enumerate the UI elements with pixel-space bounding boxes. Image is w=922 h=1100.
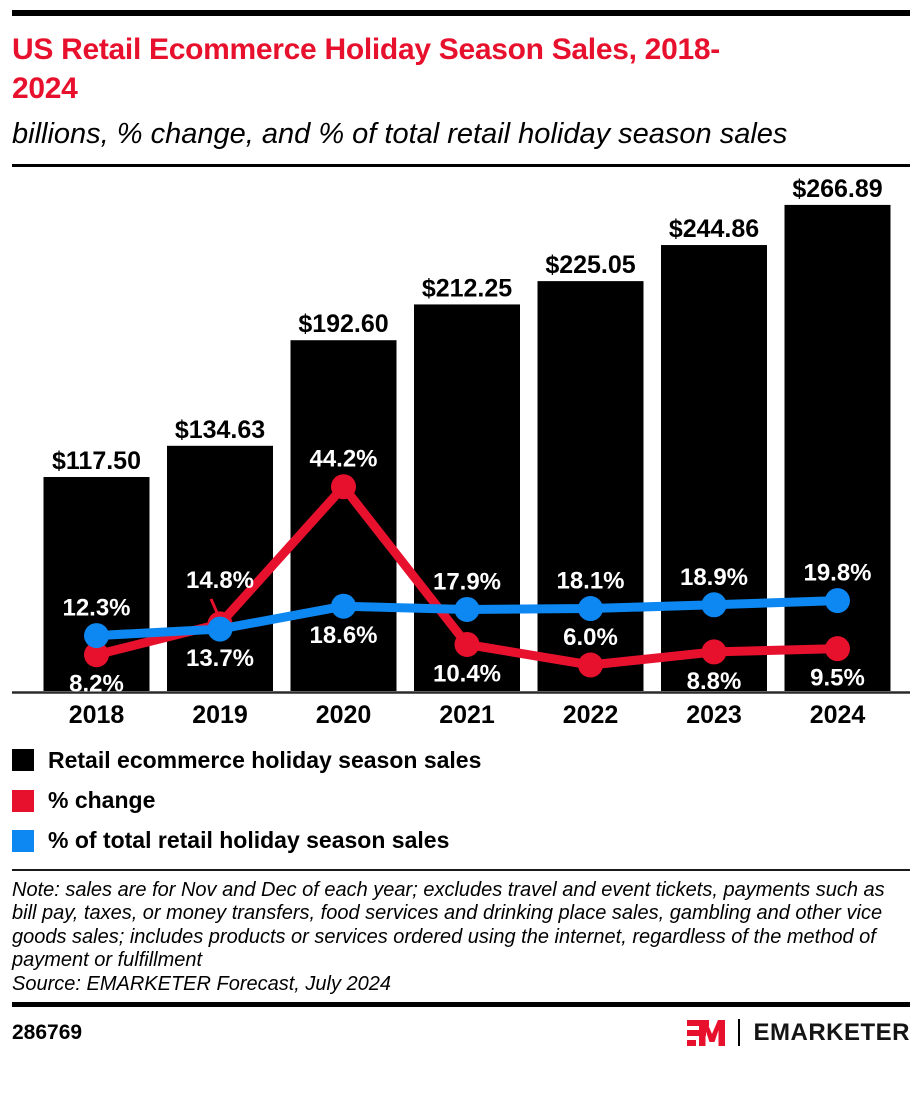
combo-bar-line-chart: $117.50 $134.63 $192.60 $212.25 $225.05 $244.… xyxy=(12,175,910,729)
bar-value-label-2020: $192.60 xyxy=(298,310,388,338)
pct-of-total-label-2024: 19.8% xyxy=(803,559,871,586)
pct-of-total-point-2024 xyxy=(825,587,850,613)
source-line: Source: EMARKETER Forecast, July 2024 xyxy=(12,972,392,995)
pct-change-point-2023 xyxy=(701,639,727,665)
page-title: US Retail Ecommerce Holiday Season Sales… xyxy=(12,33,720,105)
x-tick-2023: 2023 xyxy=(686,701,742,729)
pct-change-point-2018 xyxy=(84,641,109,667)
legend-item-pct-of-total: % of total retail holiday season sales xyxy=(12,827,910,854)
black-swatch-icon xyxy=(12,749,34,772)
pct-change-point-2020 xyxy=(331,473,356,499)
x-tick-2021: 2021 xyxy=(439,701,495,729)
pct-change-label-2019: 14.8% xyxy=(186,567,254,594)
logo-divider xyxy=(738,1019,741,1047)
legend-item-ecommerce-sales: Retail ecommerce holiday season sales xyxy=(12,746,910,773)
legend-label: % change xyxy=(48,786,156,813)
bar-value-label-2022: $225.05 xyxy=(545,251,635,279)
bar-2021 xyxy=(414,304,520,691)
pct-of-total-point-2019 xyxy=(207,616,233,642)
pct-change-label-2021: 10.4% xyxy=(433,660,501,687)
x-tick-2022: 2022 xyxy=(563,701,619,729)
bar-value-label-2019: $134.63 xyxy=(175,415,265,443)
pct-of-total-label-2020: 18.6% xyxy=(309,622,377,649)
x-tick-2020: 2020 xyxy=(316,701,372,729)
bar-2022 xyxy=(537,280,644,691)
pct-change-label-2022: 6.0% xyxy=(563,624,618,651)
pct-of-total-point-2023 xyxy=(701,591,727,617)
x-tick-2024: 2024 xyxy=(810,701,866,729)
bar-value-label-2024: $266.89 xyxy=(792,175,882,203)
bar-2024 xyxy=(784,204,891,691)
chart-page: US Retail Ecommerce Holiday Season Sales… xyxy=(12,10,910,1047)
pct-of-total-label-2021: 17.9% xyxy=(433,568,501,595)
chart-id: 286769 xyxy=(12,1020,83,1044)
x-tick-2019: 2019 xyxy=(192,701,248,729)
legend-label: % of total retail holiday season sales xyxy=(48,827,450,854)
bar-value-label-2021: $212.25 xyxy=(422,274,512,302)
pct-of-total-point-2021 xyxy=(454,596,480,622)
bar-value-label-2018: $117.50 xyxy=(52,447,141,475)
pct-change-label-2023: 8.8% xyxy=(687,668,742,695)
bar-2019 xyxy=(167,445,273,691)
pct-of-total-point-2022 xyxy=(578,595,603,621)
note-divider xyxy=(12,868,910,871)
pct-change-label-2020: 44.2% xyxy=(309,445,377,472)
pct-change-label-leader xyxy=(209,598,220,616)
pct-of-total-point-2020 xyxy=(331,593,356,619)
blue-swatch-icon xyxy=(12,829,34,852)
pct-change-label-2024: 9.5% xyxy=(810,664,865,691)
chart-legend: Retail ecommerce holiday season sales % … xyxy=(12,746,910,854)
bar-2023 xyxy=(661,244,767,691)
emarketer-logo-icon xyxy=(687,1019,726,1046)
pct-of-total-point-2018 xyxy=(84,622,109,648)
x-tick-2018: 2018 xyxy=(69,701,125,729)
footer: 286769 EMARKETER xyxy=(12,1019,910,1047)
pct-of-total-label-2022: 18.1% xyxy=(556,567,624,594)
pct-of-total-label-2019: 13.7% xyxy=(186,645,254,672)
footer-divider xyxy=(12,1001,910,1007)
red-swatch-icon xyxy=(12,789,34,812)
pct-change-point-2024 xyxy=(825,635,850,661)
page-subtitle: billions, % change, and % of total retai… xyxy=(12,118,788,150)
pct-of-total-label-2018: 12.3% xyxy=(62,594,130,621)
top-accent-bar xyxy=(12,10,910,16)
pct-change-point-2022 xyxy=(578,652,603,678)
brand-logo: EMARKETER xyxy=(687,1019,910,1047)
legend-label: Retail ecommerce holiday season sales xyxy=(48,746,482,773)
header-divider xyxy=(12,163,910,167)
legend-item-pct-change: % change xyxy=(12,786,910,813)
pct-of-total-label-2023: 18.9% xyxy=(680,563,748,590)
pct-change-label-2018: 8.2% xyxy=(69,670,124,697)
bar-value-label-2023: $244.86 xyxy=(669,215,759,243)
brand-name: EMARKETER xyxy=(753,1018,910,1046)
bar-2020 xyxy=(290,339,397,691)
pct-change-point-2021 xyxy=(454,631,480,657)
footnote: Note: sales are for Nov and Dec of each … xyxy=(12,878,885,972)
